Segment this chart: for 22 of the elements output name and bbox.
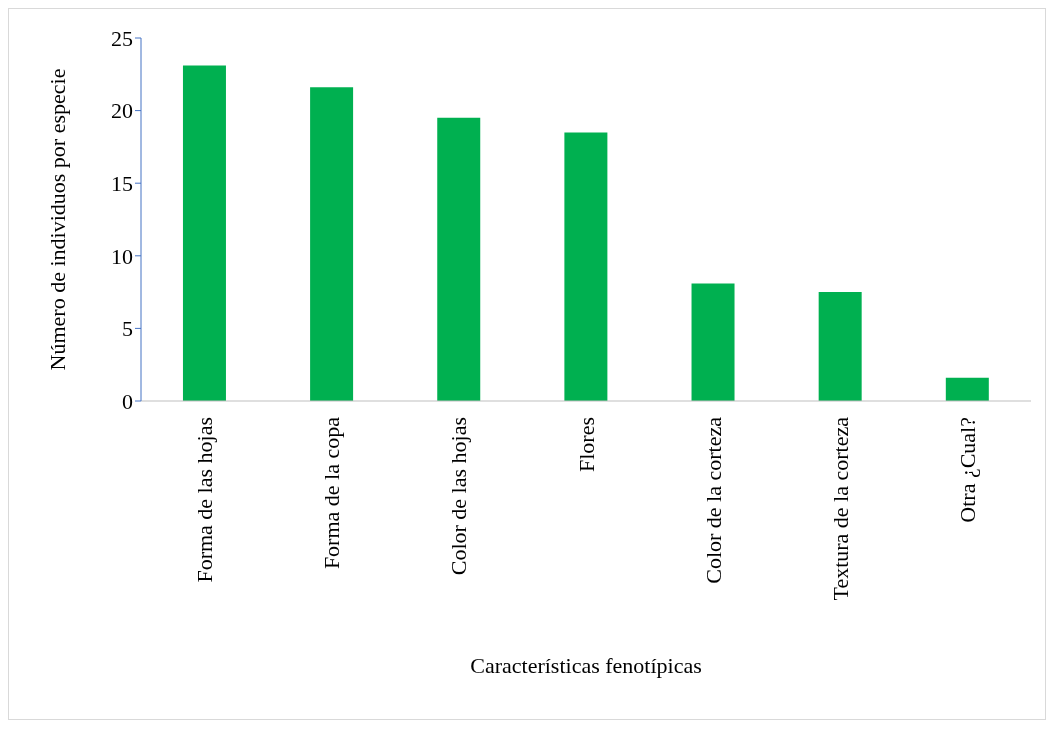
- y-tick-label: 0: [122, 388, 133, 414]
- y-tick-label: 25: [111, 25, 133, 51]
- bar: [564, 132, 608, 401]
- x-tick-label: Textura de la corteza: [827, 416, 853, 601]
- y-axis-title: Número de individuos por especie: [44, 68, 70, 371]
- bar: [818, 292, 862, 401]
- x-tick-label: Flores: [573, 417, 599, 472]
- bar: [945, 377, 989, 401]
- bar: [182, 65, 226, 401]
- y-tick-label: 15: [111, 171, 133, 197]
- y-tick-label: 20: [111, 98, 133, 124]
- y-tick-label: 5: [122, 316, 133, 342]
- bar: [310, 87, 354, 401]
- x-tick-label: Forma de las hojas: [192, 417, 218, 583]
- x-tick-label: Color de las hojas: [446, 417, 472, 576]
- x-axis-title: Características fenotípicas: [470, 653, 702, 678]
- y-tick-label: 10: [111, 243, 133, 269]
- bar: [691, 283, 735, 401]
- bar: [437, 117, 481, 401]
- x-tick-label: Otra ¿Cual?: [954, 417, 980, 523]
- x-tick-label: Forma de la copa: [319, 416, 345, 570]
- x-tick-label: Color de la corteza: [700, 416, 726, 584]
